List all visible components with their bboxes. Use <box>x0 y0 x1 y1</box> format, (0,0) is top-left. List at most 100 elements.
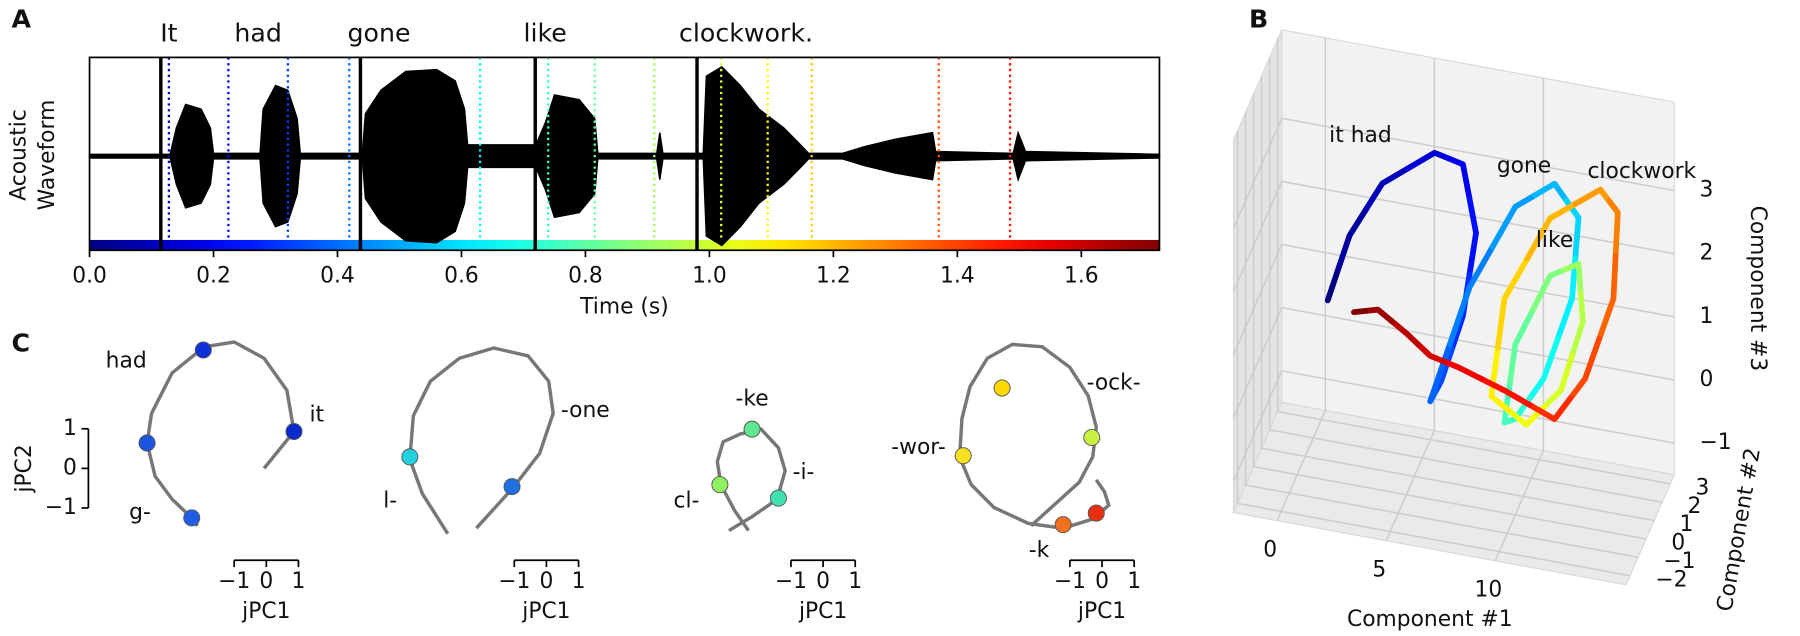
trajectory-segment <box>1501 380 1513 426</box>
trajectory <box>715 427 787 533</box>
y-tick-label: −1 <box>1663 549 1695 574</box>
x-axis-label: jPC1 <box>521 599 570 624</box>
x-tick-label: 0 <box>816 569 830 594</box>
trajectory-segment <box>1540 352 1575 411</box>
x-tick-label: 1 <box>292 569 306 594</box>
trajectory-segment <box>1335 206 1369 271</box>
y-tick-label: 0 <box>63 455 77 480</box>
trajectory-segment <box>1566 335 1603 402</box>
z-tick-label: 3 <box>1700 178 1714 203</box>
syllable-label: l- <box>383 489 397 514</box>
trajectory-segment <box>1363 306 1395 325</box>
grid-line <box>1232 244 1283 356</box>
waveform-upper <box>88 65 1161 157</box>
x-tick-label: 1 <box>572 569 586 594</box>
grid-line <box>1385 430 1436 542</box>
trajectory-segment <box>1526 396 1573 423</box>
z-axis-label: Component #3 <box>1745 206 1770 372</box>
time-dot <box>711 476 729 494</box>
x-axis-label: jPC1 <box>798 599 847 624</box>
y-axis-label: jPC2 <box>12 444 37 493</box>
word-label: had <box>234 18 282 47</box>
x-tick-label: −1 <box>218 569 250 594</box>
time-dot <box>769 489 787 507</box>
trajectory-segment <box>1572 186 1612 207</box>
trajectory-segment <box>1363 165 1412 213</box>
syllable-label: -ke <box>735 386 768 411</box>
syllable-label: cl- <box>674 489 700 514</box>
grid-line <box>1261 447 1655 522</box>
grid-line <box>1276 410 1327 521</box>
trajectory-segment <box>1445 155 1473 202</box>
syllable-label: g- <box>129 500 151 525</box>
grid-line <box>1237 502 1631 577</box>
x-axis-label: Component #1 <box>1347 607 1513 632</box>
trajectory <box>408 346 555 535</box>
x-tick-label: 10 <box>1474 578 1502 603</box>
syllable-label: -ock- <box>1087 371 1141 396</box>
y-tick-label: −1 <box>45 495 77 520</box>
trajectory-segment <box>1505 404 1547 428</box>
trajectory <box>957 342 1111 530</box>
grid-line <box>1269 429 1663 503</box>
time-dot <box>401 448 419 466</box>
trajectory-segment <box>1606 198 1621 259</box>
trajectory-segment <box>1494 255 1531 351</box>
trajectory-segment <box>1532 180 1570 204</box>
trajectory-segment <box>1561 261 1584 296</box>
y-tick-label: 1 <box>63 416 77 441</box>
trajectory-segment <box>1524 201 1579 262</box>
grid-line <box>1277 410 1671 485</box>
grid-line <box>1232 181 1283 292</box>
time-dot <box>1054 516 1072 534</box>
time-dot <box>993 379 1011 397</box>
x-tick-label: 1.0 <box>692 264 727 289</box>
x-tick-label: 0 <box>1095 569 1109 594</box>
grid-line <box>1232 117 1283 229</box>
x-tick-label: −1 <box>775 569 807 594</box>
syllable-label: -k <box>1029 538 1050 563</box>
z-tick-label: 0 <box>1700 367 1714 392</box>
time-dot <box>138 434 156 452</box>
x-tick-label: 1 <box>848 569 862 594</box>
trajectory-segment <box>1526 335 1561 402</box>
syllable-label: -i- <box>793 460 815 485</box>
grid-line <box>1281 117 1675 192</box>
x-tick-label: 5 <box>1372 558 1386 583</box>
y-tick-label: 1 <box>1679 512 1693 537</box>
z-tick-label: 2 <box>1700 241 1714 266</box>
y-axis-label: Component #2 <box>1713 446 1766 613</box>
trajectory-segment <box>1489 192 1538 250</box>
y-axis-label: Waveform <box>35 100 60 211</box>
time-dot <box>194 341 212 359</box>
trajectory-segment <box>1415 341 1448 365</box>
trajectory-segment <box>1596 252 1619 342</box>
waveform-lower <box>88 155 1161 247</box>
annotation: it had <box>1329 123 1392 148</box>
grid-line <box>1232 370 1283 482</box>
y-tick-label: 2 <box>1688 494 1702 519</box>
x-tick-label: 0.6 <box>444 264 479 289</box>
x-tick-label: 0.4 <box>320 264 355 289</box>
x-tick-label: 0.8 <box>568 264 603 289</box>
x-tick-label: 0 <box>539 569 553 594</box>
time-dot <box>743 420 761 438</box>
x-axis-label: Time (s) <box>579 295 669 320</box>
colorbar <box>89 239 1160 251</box>
grid-line <box>1253 465 1647 540</box>
x-axis-label: jPC1 <box>241 599 290 624</box>
axes-frame <box>88 56 1161 252</box>
trajectory-segment <box>1569 289 1586 359</box>
x-tick-label: 0 <box>259 569 273 594</box>
x-tick-label: 1.6 <box>1064 264 1099 289</box>
time-dot <box>1087 504 1105 522</box>
time-dot <box>1083 428 1101 446</box>
grid-line <box>1281 370 1675 444</box>
trajectory-segment <box>1478 376 1533 408</box>
annotation: like <box>1536 228 1573 253</box>
x-axis-label: jPC1 <box>1077 599 1126 624</box>
trajectory-segment <box>1529 266 1568 313</box>
y-axis-label: Acoustic <box>7 109 32 201</box>
panel-letter: B <box>1249 5 1268 34</box>
